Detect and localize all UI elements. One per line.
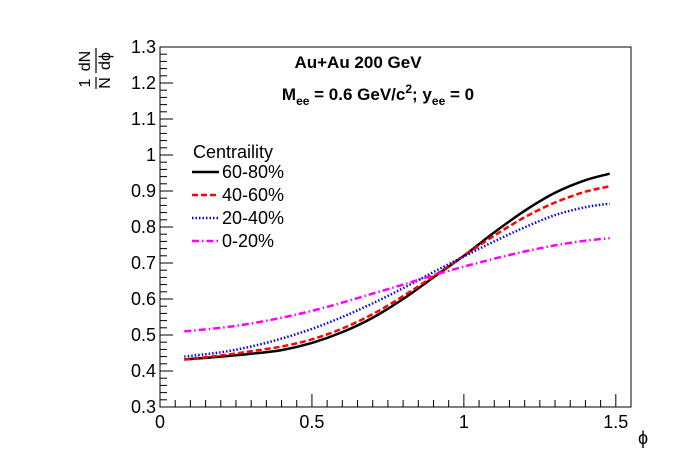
- title-m-main: M: [282, 85, 296, 104]
- y-tick-label: 1.2: [131, 73, 156, 93]
- y-tick-label: 0.8: [131, 217, 156, 237]
- x-tick-label: 0.5: [299, 412, 324, 432]
- legend: Centraility 60-80% 40-60% 20-40% 0-20%: [192, 142, 284, 251]
- ylabel-left-den: N: [97, 77, 114, 89]
- y-tick-label: 1: [146, 145, 156, 165]
- ylabel-right-den: dϕ: [97, 52, 114, 70]
- y-tick-label: 0.6: [131, 289, 156, 309]
- series-line-0-20%: [184, 236, 610, 333]
- y-tick-label: 0.3: [131, 397, 156, 417]
- y-tick-label: 0.7: [131, 253, 156, 273]
- x-tick-label: 0: [155, 412, 165, 432]
- title-m-value: = 0.6 GeV/c: [309, 85, 405, 104]
- y-tick-label: 0.9: [131, 181, 156, 201]
- title-y-value: = 0: [445, 85, 474, 104]
- title-m-sub: ee: [296, 94, 310, 108]
- title-m-sep: ; y: [412, 85, 432, 104]
- title-m-sup: 2: [405, 82, 412, 96]
- series-curves: [184, 172, 611, 361]
- series-line-40-60%: [184, 185, 611, 361]
- legend-label-20-40%: 20-40%: [222, 208, 284, 228]
- y-tick-label: 0.4: [131, 361, 156, 381]
- y-tick-label: 0.5: [131, 325, 156, 345]
- series-line-60-80%: [184, 172, 611, 361]
- title-y-sub: ee: [432, 94, 446, 108]
- y-axis-label: 1 N dN dϕ: [77, 48, 114, 89]
- ylabel-left-num: 1: [77, 78, 94, 87]
- y-tick-label: 1.1: [131, 109, 156, 129]
- chart-title-line2: Mee = 0.6 GeV/c2; yee = 0: [282, 82, 474, 108]
- legend-title: Centraility: [193, 142, 273, 162]
- legend-label-0-20%: 0-20%: [222, 231, 274, 251]
- y-tick-label: 1.3: [131, 37, 156, 57]
- x-tick-label: 1: [459, 412, 469, 432]
- axis-ticks: 0.3 0.4 0.5 0.6 0.7 0.8 0.9 1 1.1 1.2 1.3 0 0.5 1 1.5: [131, 37, 628, 432]
- ylabel-right-num: dN: [77, 51, 94, 71]
- x-tick-label: 1.5: [603, 412, 628, 432]
- legend-label-40-60%: 40-60%: [222, 185, 284, 205]
- x-axis-label: ϕ: [638, 428, 648, 448]
- legend-label-60-80%: 60-80%: [222, 162, 284, 182]
- chart-title-line1: Au+Au 200 GeV: [294, 53, 422, 72]
